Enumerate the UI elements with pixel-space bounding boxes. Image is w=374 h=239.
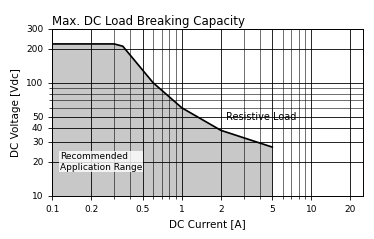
X-axis label: DC Current [A]: DC Current [A]	[169, 220, 246, 230]
Text: Recommended
Application Range: Recommended Application Range	[60, 152, 142, 172]
Text: Max. DC Load Breaking Capacity: Max. DC Load Breaking Capacity	[52, 15, 245, 27]
Y-axis label: DC Voltage [Vdc]: DC Voltage [Vdc]	[10, 68, 21, 157]
Text: Resistive Load: Resistive Load	[226, 112, 297, 122]
Polygon shape	[52, 44, 272, 196]
